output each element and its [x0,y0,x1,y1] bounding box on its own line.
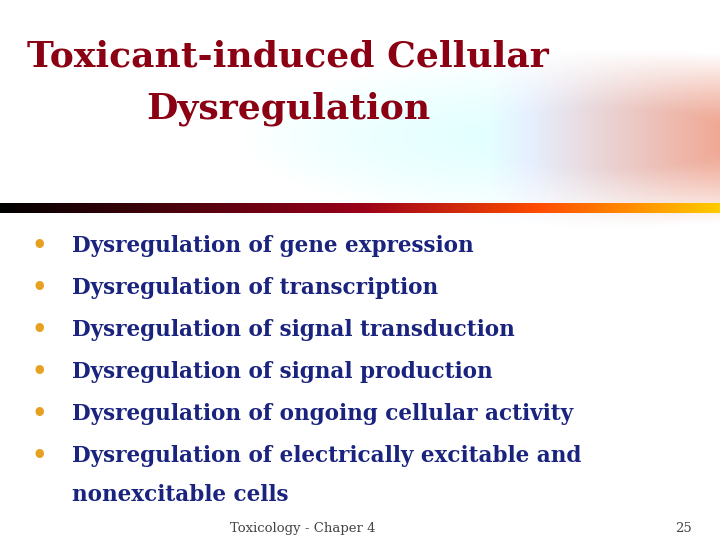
Text: Dysregulation of transcription: Dysregulation of transcription [72,277,438,299]
Text: Dysregulation of gene expression: Dysregulation of gene expression [72,235,474,256]
Text: Toxicant-induced Cellular: Toxicant-induced Cellular [27,40,549,73]
Text: 25: 25 [675,522,693,535]
Text: •: • [32,444,48,468]
Text: •: • [32,276,48,300]
Text: Dysregulation of electrically excitable and: Dysregulation of electrically excitable … [72,446,581,467]
Text: Dysregulation of signal transduction: Dysregulation of signal transduction [72,319,515,341]
Text: Toxicology - Chaper 4: Toxicology - Chaper 4 [230,522,375,535]
Text: Dysregulation of signal production: Dysregulation of signal production [72,361,492,383]
Text: •: • [32,318,48,342]
Text: Dysregulation: Dysregulation [146,92,430,126]
Text: •: • [32,402,48,426]
Text: nonexcitable cells: nonexcitable cells [72,484,289,506]
Text: •: • [32,360,48,384]
Text: •: • [32,234,48,258]
Text: Dysregulation of ongoing cellular activity: Dysregulation of ongoing cellular activi… [72,403,573,425]
